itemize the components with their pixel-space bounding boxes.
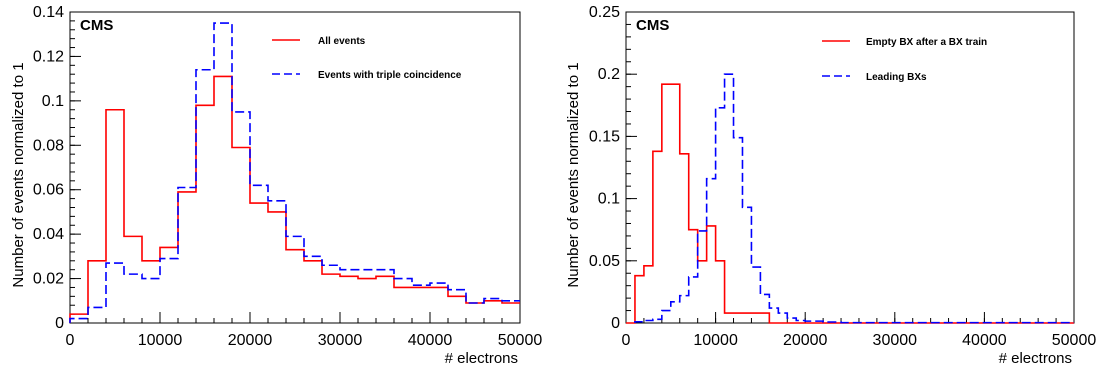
right-cms-label: CMS	[636, 17, 669, 34]
y-tick-label: 0.02	[33, 271, 64, 288]
x-tick-label: 40000	[408, 332, 453, 349]
left-x-tick-labels: 0 10000 20000 30000 40000 50000	[66, 332, 543, 349]
left-legend-label-all-events: All events	[318, 36, 366, 47]
left-y-axis-title: Number of events normalized to 1	[10, 62, 27, 287]
y-tick-label: 0.25	[589, 4, 620, 21]
lp-series-0-histogram	[69, 75, 520, 323]
right-legend: Empty BX after a BX train Leading BXs	[822, 37, 987, 83]
left-legend: All events Events with triple coincidenc…	[272, 36, 462, 81]
left-legend-label-triple: Events with triple coincidence	[318, 70, 462, 81]
y-tick-label: 0.12	[33, 48, 64, 65]
y-tick-label: 0.1	[598, 191, 620, 208]
left-y-tick-labels: 0 0.02 0.04 0.06 0.08 0.1 0.12 0.14	[33, 4, 64, 332]
x-tick-label: 40000	[962, 332, 1007, 349]
left-axis-ticks	[69, 11, 521, 324]
left-x-axis-title: # electrons	[445, 350, 518, 367]
y-tick-label: 0.08	[33, 137, 64, 154]
y-tick-label: 0.14	[33, 4, 64, 21]
x-tick-label: 50000	[1052, 332, 1097, 349]
left-histogram-panel: Number of events normalized to 1 0 0.02 0.…	[10, 4, 542, 367]
y-tick-label: 0	[611, 315, 620, 332]
rp-series-1-histogram	[634, 73, 1074, 324]
y-tick-label: 0.06	[33, 182, 64, 199]
x-tick-label: 20000	[783, 332, 828, 349]
left-cms-label: CMS	[80, 17, 113, 34]
right-y-tick-labels: 0 0.05 0.1 0.15 0.2 0.25	[589, 4, 620, 332]
right-y-axis-title: Number of events normalized to 1	[565, 62, 582, 287]
y-tick-label: 0.2	[598, 66, 620, 83]
y-tick-label: 0.1	[42, 93, 64, 110]
x-tick-label: 10000	[138, 332, 183, 349]
rp-series-0-histogram	[626, 83, 1074, 324]
y-tick-label: 0.04	[33, 226, 64, 243]
right-legend-label-leading: Leading BXs	[866, 72, 927, 83]
right-x-axis-title: # electrons	[999, 350, 1072, 367]
right-histogram-panel: Number of events normalized to 1 0 0.05 0.…	[565, 4, 1096, 367]
lp-series-1-histogram	[69, 22, 520, 323]
x-tick-label: 0	[66, 332, 75, 349]
x-tick-label: 20000	[228, 332, 273, 349]
right-legend-label-empty-bx: Empty BX after a BX train	[866, 37, 987, 48]
x-tick-label: 30000	[318, 332, 363, 349]
right-series-layer	[626, 73, 1074, 324]
left-series-layer	[69, 22, 520, 323]
y-tick-label: 0.15	[589, 128, 620, 145]
x-tick-label: 10000	[693, 332, 738, 349]
y-tick-label: 0.05	[589, 253, 620, 270]
x-tick-label: 50000	[498, 332, 543, 349]
right-x-tick-labels: 0 10000 20000 30000 40000 50000	[622, 332, 1097, 349]
x-tick-label: 0	[622, 332, 631, 349]
y-tick-label: 0	[55, 315, 64, 332]
x-tick-label: 30000	[873, 332, 918, 349]
left-plot-frame	[69, 11, 521, 324]
